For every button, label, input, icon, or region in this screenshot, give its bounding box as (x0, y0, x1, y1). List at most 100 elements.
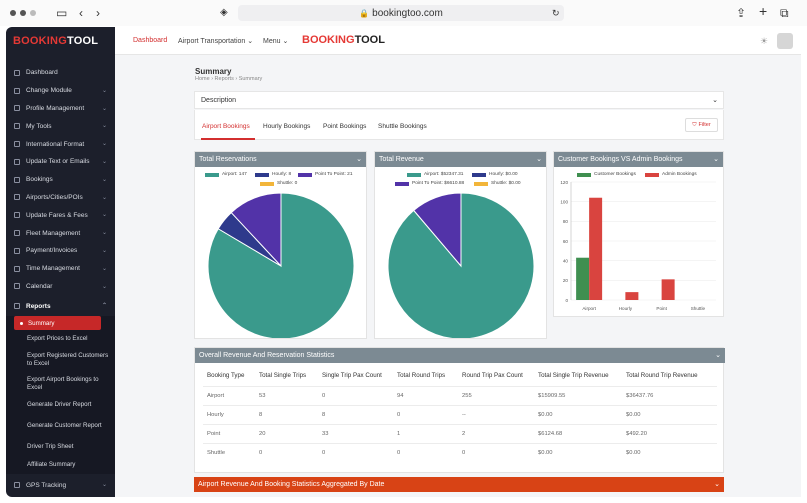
menu-item-icon (14, 265, 20, 272)
nav-airport-transportation[interactable]: Airport Transportation ⌄ (178, 37, 253, 45)
aggregated-stats-panel[interactable]: Airport Revenue And Booking Statistics A… (194, 477, 724, 492)
header-logo[interactable]: BOOKINGTOOL (302, 34, 385, 46)
chevron-down-icon: ⌄ (714, 481, 720, 488)
window-dot[interactable] (10, 10, 16, 16)
chevron-down-icon: ⌄ (101, 283, 107, 290)
pie-slice-point-to-point[interactable] (413, 192, 462, 268)
row-divider (203, 443, 717, 444)
submenu-item-generate-driver-report[interactable]: Generate Driver Report (6, 396, 115, 414)
bar-customer-bookings-airport[interactable] (576, 257, 590, 300)
sidebar-item-dashboard[interactable]: Dashboard (6, 64, 115, 82)
sidebar-toggle-icon[interactable]: ▭ (56, 6, 68, 20)
theme-toggle-icon[interactable]: ☀ (760, 36, 769, 46)
submenu-item-export-prices-to-excel[interactable]: Export Prices to Excel (6, 330, 115, 348)
card-header[interactable]: Customer Bookings VS Admin Bookings ⌄ (554, 152, 723, 167)
x-tick-label: Point (656, 306, 667, 311)
chevron-down-icon: ⌄ (101, 212, 107, 219)
tab-airport-bookings[interactable]: Airport Bookings (202, 123, 250, 130)
chevron-down-icon: ⌄ (101, 123, 107, 130)
share-icon[interactable]: ⇪ (736, 6, 747, 20)
card-header[interactable]: Total Reservations ⌄ (195, 152, 366, 167)
bullet-icon (20, 321, 23, 325)
submenu-item-export-registered-customers-to-excel[interactable]: Export Registered Customers to Excel (6, 348, 115, 372)
new-tab-icon[interactable]: + (759, 3, 768, 19)
submenu-label: Affiliate Summary (27, 460, 76, 468)
chevron-down-icon: ⌄ (101, 87, 107, 94)
submenu-item-generate-customer-report[interactable]: Generate Customer Report (6, 414, 115, 438)
legend-item[interactable]: Hourly: $0.00 (472, 172, 518, 177)
submenu-item-affiliate-summary[interactable]: Affiliate Summary (6, 456, 115, 474)
legend-label: Airport: $52347.31 (424, 172, 464, 177)
sidebar-item-my-tools[interactable]: My Tools ⌄ (6, 117, 115, 135)
sidebar-item-profile-management[interactable]: Profile Management ⌄ (6, 100, 115, 118)
sidebar-item-change-module[interactable]: Change Module ⌄ (6, 82, 115, 100)
reload-icon[interactable]: ↻ (552, 8, 560, 18)
window-controls[interactable] (10, 10, 36, 16)
submenu-item-export-airport-bookings-to-excel[interactable]: Export Airport Bookings to Excel (6, 372, 115, 396)
bar-admin-bookings-hourly[interactable] (625, 292, 639, 300)
legend-item[interactable]: Customer Bookings (577, 172, 636, 177)
nav-menu[interactable]: Menu ⌄ (263, 37, 288, 45)
sidebar-logo[interactable]: BOOKINGTOOL (13, 35, 98, 47)
table-cell: 94 (397, 393, 404, 399)
back-icon[interactable]: ‹ (79, 6, 83, 20)
card-title: Total Reservations (199, 156, 257, 163)
legend-label: Airport: 147 (222, 172, 247, 177)
sidebar-item-international-format[interactable]: International Format ⌄ (6, 135, 115, 153)
column-header: Booking Type (207, 372, 245, 379)
sidebar-item-update-fares-fees[interactable]: Update Fares & Fees ⌄ (6, 206, 115, 224)
legend-item[interactable]: Airport: $52347.31 (407, 172, 463, 177)
sidebar-item-time-management[interactable]: Time Management ⌄ (6, 260, 115, 278)
sidebar-item-fleet-management[interactable]: Fleet Management ⌄ (6, 224, 115, 242)
submenu-item-driver-trip-sheet[interactable]: Driver Trip Sheet (6, 438, 115, 456)
filter-button[interactable]: ⛉ Filter (685, 118, 718, 132)
sidebar-item-reports[interactable]: Reports ⌃ (6, 297, 115, 315)
sidebar-item-update-text-or-emails[interactable]: Update Text or Emails ⌄ (6, 153, 115, 171)
table-cell: 0 (397, 450, 401, 456)
y-tick-label: 40 (563, 258, 569, 263)
sidebar-item-bookings[interactable]: Bookings ⌄ (6, 171, 115, 189)
legend-swatch (255, 172, 269, 177)
legend-item[interactable]: Shuttle: $0.00 (474, 181, 521, 186)
column-header: Total Round Trip Revenue (626, 372, 698, 379)
legend-swatch (298, 172, 312, 177)
logo-part-booking: BOOKING (13, 35, 67, 47)
table-cell: $492.20 (626, 431, 647, 437)
bar-admin-bookings-airport[interactable] (589, 197, 603, 300)
legend-item[interactable]: Point To Point: $6610.88 (395, 181, 464, 186)
tab-shuttle-bookings[interactable]: Shuttle Bookings (378, 123, 427, 130)
avatar[interactable] (777, 33, 793, 49)
sidebar-item-gps-tracking[interactable]: GPS Tracking ⌄ (6, 476, 115, 494)
sidebar-item-airports-cities-pois[interactable]: Airports/Cities/POIs ⌄ (6, 189, 115, 207)
menu-item-icon (14, 158, 20, 165)
address-bar[interactable]: 🔒 bookingtoo.com (238, 5, 564, 21)
table-cell: Point (207, 431, 221, 437)
tab-point-bookings[interactable]: Point Bookings (323, 123, 367, 130)
legend-item[interactable]: Point To Point: 21 (298, 172, 353, 177)
legend-item[interactable]: Admin Bookings (645, 172, 697, 177)
description-panel[interactable]: Description ⌄ (194, 91, 724, 109)
pie-slice-point-to-point[interactable] (230, 192, 282, 268)
forward-icon[interactable]: › (96, 6, 100, 20)
aggregated-title: Airport Revenue And Booking Statistics A… (198, 481, 385, 488)
bar-admin-bookings-point[interactable] (661, 279, 675, 300)
tab-hourly-bookings[interactable]: Hourly Bookings (263, 123, 311, 130)
sidebar-item-payment-invoices[interactable]: Payment/Invoices ⌄ (6, 242, 115, 260)
table-cell: 0 (259, 450, 263, 456)
active-tab-indicator (201, 138, 255, 140)
nav-dashboard[interactable]: Dashboard (133, 37, 168, 44)
shield-icon[interactable]: ◈ (220, 7, 228, 18)
tabs-overview-icon[interactable]: ⧉ (780, 6, 789, 20)
submenu-item-summary[interactable]: Summary (14, 316, 101, 331)
card-header[interactable]: Total Revenue ⌄ (375, 152, 546, 167)
window-dot[interactable] (20, 10, 26, 16)
window-dot[interactable] (30, 10, 36, 16)
pie-slice-airport[interactable] (387, 192, 535, 338)
url-text: bookingtoo.com (372, 7, 443, 19)
table-header-bar[interactable]: Overall Revenue And Reservation Statisti… (195, 348, 725, 363)
table-cell: 0 (462, 450, 466, 456)
legend-item[interactable]: Shuttle: 0 (260, 181, 297, 186)
legend-item[interactable]: Hourly: 8 (255, 172, 291, 177)
legend-item[interactable]: Airport: 147 (205, 172, 247, 177)
sidebar-item-calendar[interactable]: Calendar ⌄ (6, 278, 115, 296)
